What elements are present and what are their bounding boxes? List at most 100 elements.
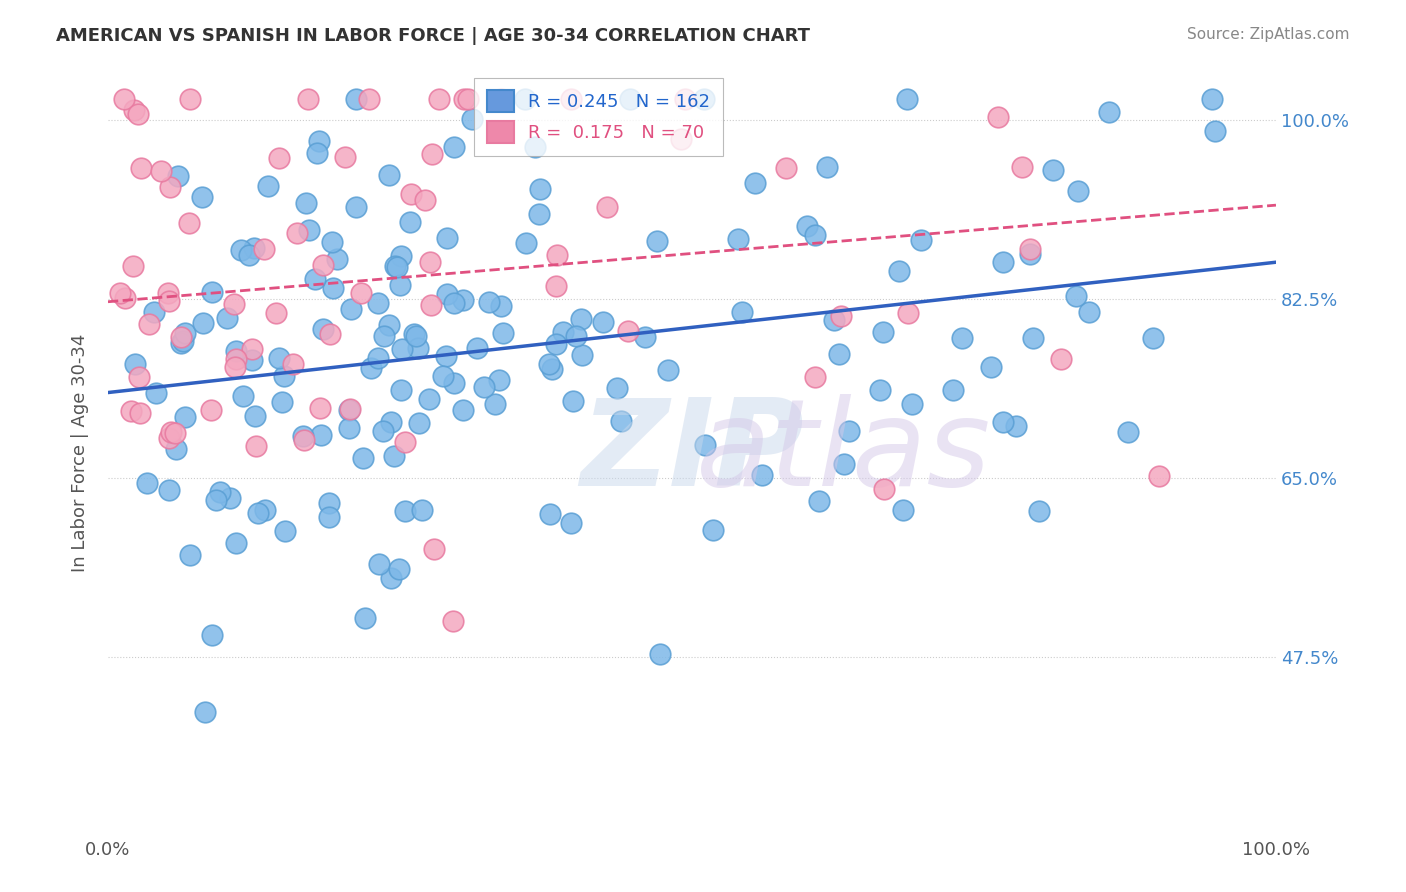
Americans <box>191 316 214 330</box>
Americans <box>807 494 830 508</box>
Americans <box>418 392 440 407</box>
Spanish <box>150 164 173 178</box>
Spanish <box>596 200 619 214</box>
Americans <box>404 327 426 342</box>
Spanish <box>128 370 150 384</box>
Americans <box>461 112 484 126</box>
Americans <box>267 351 290 366</box>
Americans <box>240 352 263 367</box>
Americans <box>339 302 361 317</box>
Americans <box>166 169 188 183</box>
Spanish <box>897 306 920 320</box>
Americans <box>344 200 367 214</box>
Americans <box>1067 184 1090 198</box>
Americans <box>524 140 547 154</box>
Americans <box>367 296 389 310</box>
Americans <box>571 348 593 362</box>
Spanish <box>617 324 640 338</box>
Americans <box>891 502 914 516</box>
Spanish <box>170 330 193 344</box>
Americans <box>165 442 187 456</box>
Americans <box>1204 123 1226 137</box>
Americans <box>243 241 266 255</box>
Spanish <box>489 92 512 106</box>
Americans <box>307 145 329 160</box>
Americans <box>232 389 254 403</box>
Americans <box>394 504 416 518</box>
Americans <box>322 281 344 295</box>
Spanish <box>112 92 135 106</box>
Spanish <box>159 179 181 194</box>
Americans <box>484 397 506 411</box>
Americans <box>399 215 422 229</box>
Americans <box>308 134 330 148</box>
Spanish <box>253 242 276 256</box>
Americans <box>388 561 411 575</box>
Americans <box>389 278 412 293</box>
Americans <box>360 361 382 376</box>
Spanish <box>1019 242 1042 256</box>
Americans <box>950 331 973 345</box>
Spanish <box>292 434 315 448</box>
Spanish <box>873 483 896 497</box>
Americans <box>354 611 377 625</box>
Americans <box>380 571 402 585</box>
Americans <box>1097 104 1119 119</box>
Americans <box>135 476 157 491</box>
Americans <box>731 305 754 319</box>
Americans <box>274 524 297 538</box>
Americans <box>1019 247 1042 261</box>
Spanish <box>165 425 187 440</box>
Spanish <box>240 343 263 357</box>
Americans <box>727 232 749 246</box>
Americans <box>225 536 247 550</box>
Spanish <box>309 401 332 415</box>
Spanish <box>224 360 246 375</box>
Americans <box>544 337 567 351</box>
Americans <box>634 330 657 344</box>
Americans <box>832 458 855 472</box>
Americans <box>201 628 224 642</box>
Americans <box>1005 418 1028 433</box>
Americans <box>1022 331 1045 345</box>
Americans <box>408 416 430 430</box>
Spanish <box>264 306 287 320</box>
Americans <box>295 195 318 210</box>
Spanish <box>986 110 1008 124</box>
Americans <box>527 206 550 220</box>
Spanish <box>200 402 222 417</box>
Americans <box>434 349 457 363</box>
Spanish <box>269 152 291 166</box>
Americans <box>142 305 165 319</box>
Americans <box>887 263 910 277</box>
Text: atlas: atlas <box>696 394 991 511</box>
Spanish <box>544 279 567 293</box>
Americans <box>209 485 232 500</box>
Spanish <box>775 161 797 176</box>
Americans <box>253 503 276 517</box>
Americans <box>515 235 537 250</box>
Americans <box>318 509 340 524</box>
Spanish <box>413 194 436 208</box>
Americans <box>367 351 389 365</box>
Americans <box>515 92 537 106</box>
Americans <box>170 336 193 351</box>
Americans <box>246 507 269 521</box>
Legend: R = 0.245   N = 162, R =  0.175   N = 70: R = 0.245 N = 162, R = 0.175 N = 70 <box>474 78 723 156</box>
Americans <box>838 424 860 438</box>
Americans <box>443 296 465 310</box>
Spanish <box>222 297 245 311</box>
Spanish <box>427 92 450 106</box>
Spanish <box>156 285 179 300</box>
Americans <box>702 523 724 537</box>
Americans <box>204 492 226 507</box>
Spanish <box>131 161 153 176</box>
Americans <box>179 549 201 563</box>
Americans <box>538 507 561 521</box>
Spanish <box>1147 468 1170 483</box>
Americans <box>405 328 427 343</box>
Spanish <box>453 92 475 106</box>
Text: AMERICAN VS SPANISH IN LABOR FORCE | AGE 30-34 CORRELATION CHART: AMERICAN VS SPANISH IN LABOR FORCE | AGE… <box>56 27 810 45</box>
Americans <box>318 496 340 510</box>
Americans <box>304 272 326 286</box>
